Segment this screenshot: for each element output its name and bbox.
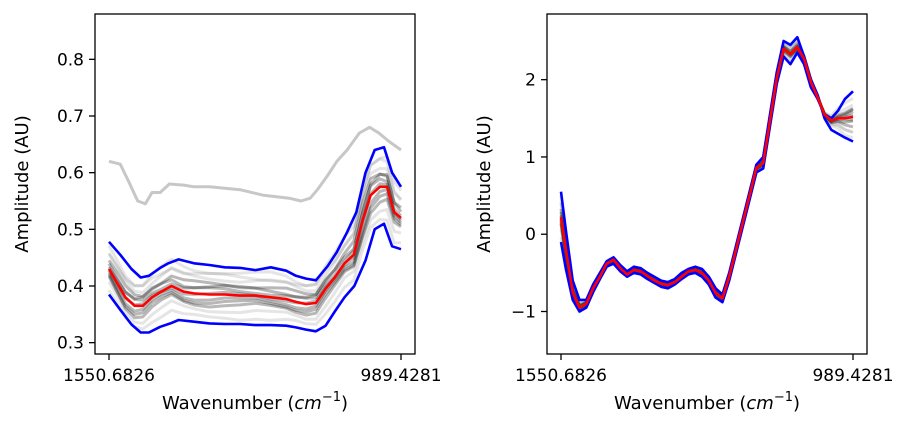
y-tick-label: 0.4 bbox=[57, 277, 84, 297]
x-axis-label: Wavenumber (cm−1) bbox=[162, 390, 348, 414]
sample-trace-line bbox=[107, 157, 403, 288]
x-tick-label: 989.4281 bbox=[812, 366, 893, 386]
series-lower-band-line bbox=[559, 51, 854, 313]
sample-trace-line bbox=[107, 188, 403, 313]
y-tick-label: 0.3 bbox=[57, 334, 84, 354]
sample-trace-line bbox=[107, 172, 403, 301]
x-tick-label: 1550.6826 bbox=[63, 366, 155, 386]
chart-right: −1 0 1 2 1550.6826 989.4281 Wavenumber (cm−1) A… bbox=[474, 13, 894, 414]
y-tick-label: 0.6 bbox=[57, 164, 84, 184]
y-axis-label: Amplitude (AU) bbox=[474, 115, 495, 253]
sample-trace-line bbox=[107, 172, 402, 298]
chart-left: 0.3 0.4 0.5 0.6 0.7 0.8 1550.6826 989.4281 Waven… bbox=[12, 13, 442, 414]
y-tick-label: 1 bbox=[525, 148, 536, 168]
sample-trace-line bbox=[107, 197, 402, 320]
sample-trace-line bbox=[107, 166, 402, 295]
sample-trace-line bbox=[107, 177, 403, 302]
series-mean-line bbox=[107, 185, 402, 308]
plot-frame bbox=[94, 13, 416, 355]
series-mean-line bbox=[559, 45, 854, 309]
sample-traces bbox=[107, 155, 403, 331]
series-lower-band-line bbox=[107, 222, 402, 334]
y-tick-label: 0.8 bbox=[57, 50, 84, 70]
sample-trace-line bbox=[107, 155, 403, 288]
sample-trace-line bbox=[107, 192, 403, 316]
y-tick-label: 0.5 bbox=[57, 220, 84, 240]
series-upper-band-line bbox=[559, 35, 854, 302]
sample-trace-line bbox=[107, 218, 402, 331]
sample-trace-line bbox=[107, 208, 402, 325]
plot-frame bbox=[546, 13, 868, 355]
y-tick-label: 2 bbox=[525, 71, 536, 91]
x-axis-label: Wavenumber (cm−1) bbox=[614, 390, 800, 414]
y-axis-label: Amplitude (AU) bbox=[12, 115, 33, 253]
x-tick-label: 989.4281 bbox=[360, 366, 441, 386]
y-tick-label: 0.7 bbox=[57, 107, 84, 127]
x-tick-label: 1550.6826 bbox=[515, 366, 607, 386]
series-individual-spectra-outlier--line bbox=[108, 125, 402, 206]
series-upper-band-line bbox=[108, 145, 403, 282]
y-tick-label: 0 bbox=[525, 225, 536, 245]
y-tick-label: −1 bbox=[511, 303, 536, 323]
